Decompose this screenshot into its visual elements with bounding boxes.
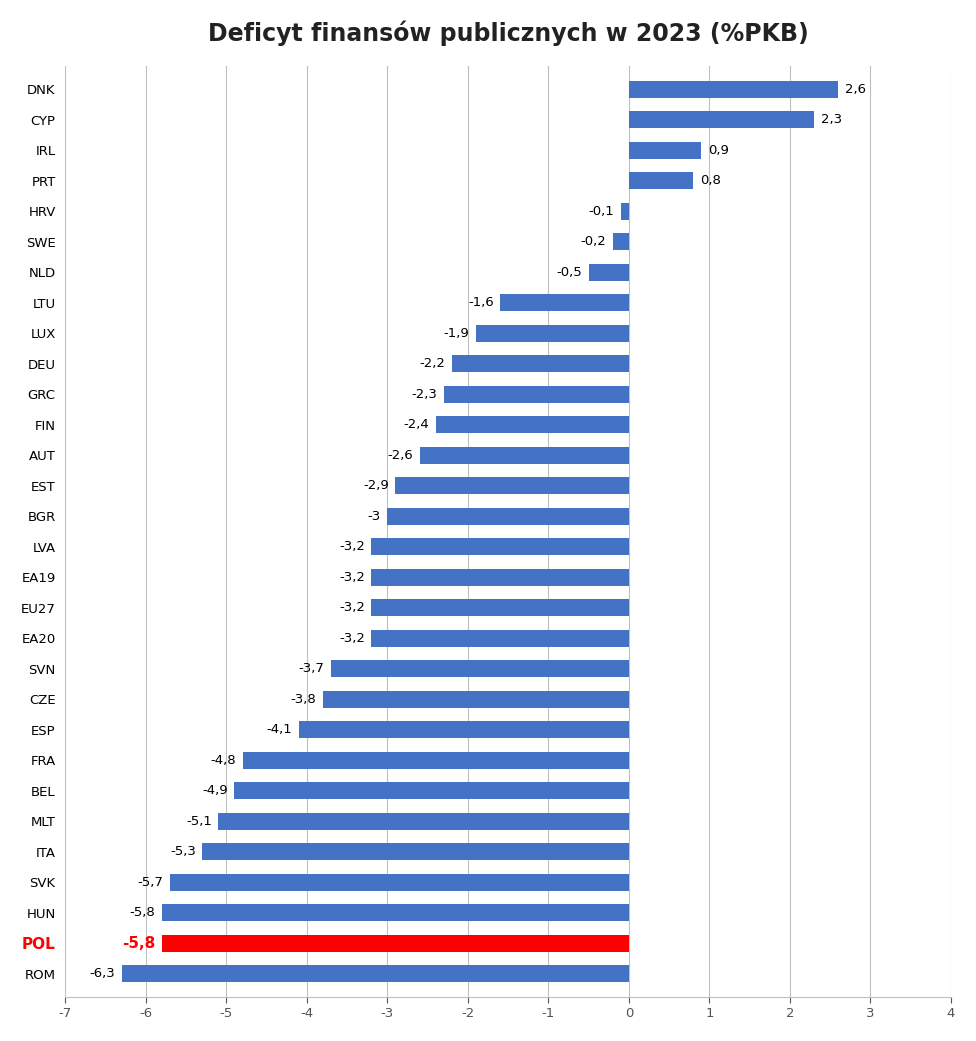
Text: -2,2: -2,2 xyxy=(420,357,445,371)
Text: -1,9: -1,9 xyxy=(444,327,469,339)
Bar xyxy=(629,173,693,189)
Bar xyxy=(219,813,629,830)
Text: 2,3: 2,3 xyxy=(821,113,841,126)
Text: 0,9: 0,9 xyxy=(708,144,729,157)
Bar xyxy=(162,905,629,921)
Bar xyxy=(234,783,629,799)
Bar xyxy=(476,325,629,341)
Bar xyxy=(395,478,629,494)
Bar xyxy=(452,355,629,372)
Text: -5,8: -5,8 xyxy=(122,936,155,950)
Text: -5,7: -5,7 xyxy=(138,875,164,889)
Text: -3,7: -3,7 xyxy=(299,662,325,676)
Bar xyxy=(122,965,629,983)
Bar xyxy=(371,538,629,555)
Text: -2,6: -2,6 xyxy=(387,449,413,462)
Bar xyxy=(435,416,629,433)
Bar xyxy=(162,935,629,951)
Text: -4,8: -4,8 xyxy=(211,754,236,767)
Text: 2,6: 2,6 xyxy=(844,82,866,96)
Text: -3,2: -3,2 xyxy=(339,570,365,584)
Bar xyxy=(629,81,838,98)
Bar xyxy=(170,874,629,891)
Text: -0,5: -0,5 xyxy=(556,265,583,279)
Text: -3,2: -3,2 xyxy=(339,632,365,644)
Bar xyxy=(331,660,629,678)
Text: -6,3: -6,3 xyxy=(90,967,115,981)
Text: -3,8: -3,8 xyxy=(291,693,316,706)
Text: -0,2: -0,2 xyxy=(581,235,606,248)
Text: -3,2: -3,2 xyxy=(339,602,365,614)
Bar xyxy=(202,843,629,860)
Text: 0,8: 0,8 xyxy=(700,174,720,187)
Text: -4,1: -4,1 xyxy=(266,723,293,736)
Title: Deficyt finansów publicznych w 2023 (%PKB): Deficyt finansów publicznych w 2023 (%PK… xyxy=(208,21,808,47)
Bar xyxy=(420,447,629,463)
Bar xyxy=(371,630,629,646)
Text: -5,8: -5,8 xyxy=(130,907,155,919)
Bar xyxy=(613,233,629,250)
Bar xyxy=(243,752,629,768)
Text: -3,2: -3,2 xyxy=(339,540,365,554)
Bar xyxy=(589,263,629,281)
Bar xyxy=(299,721,629,738)
Text: -2,3: -2,3 xyxy=(412,387,437,401)
Text: -5,1: -5,1 xyxy=(186,815,212,828)
Text: -2,9: -2,9 xyxy=(363,479,389,492)
Text: -3: -3 xyxy=(368,510,381,523)
Text: -5,3: -5,3 xyxy=(170,845,196,859)
Text: -2,4: -2,4 xyxy=(403,418,429,431)
Bar xyxy=(323,691,629,708)
Bar xyxy=(629,142,702,158)
Text: -0,1: -0,1 xyxy=(589,205,615,218)
Bar xyxy=(371,600,629,616)
Text: -1,6: -1,6 xyxy=(468,297,494,309)
Bar xyxy=(387,508,629,525)
Bar xyxy=(629,111,814,128)
Bar xyxy=(500,295,629,311)
Bar xyxy=(371,569,629,586)
Bar xyxy=(621,203,629,220)
Bar xyxy=(444,386,629,403)
Text: -4,9: -4,9 xyxy=(202,784,228,797)
